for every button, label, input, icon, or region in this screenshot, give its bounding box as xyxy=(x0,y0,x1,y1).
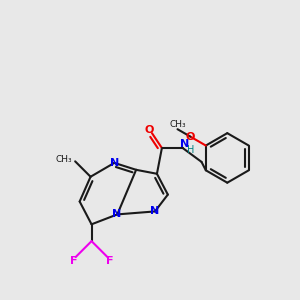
Text: N: N xyxy=(150,206,160,216)
Text: F: F xyxy=(70,256,77,266)
Text: N: N xyxy=(110,158,119,168)
Text: O: O xyxy=(144,125,154,135)
Text: N: N xyxy=(180,139,189,149)
Text: O: O xyxy=(186,132,195,142)
Text: F: F xyxy=(106,256,113,266)
Text: N: N xyxy=(112,209,121,219)
Text: CH₃: CH₃ xyxy=(56,155,72,164)
Text: H: H xyxy=(187,145,194,155)
Text: CH₃: CH₃ xyxy=(169,120,186,129)
